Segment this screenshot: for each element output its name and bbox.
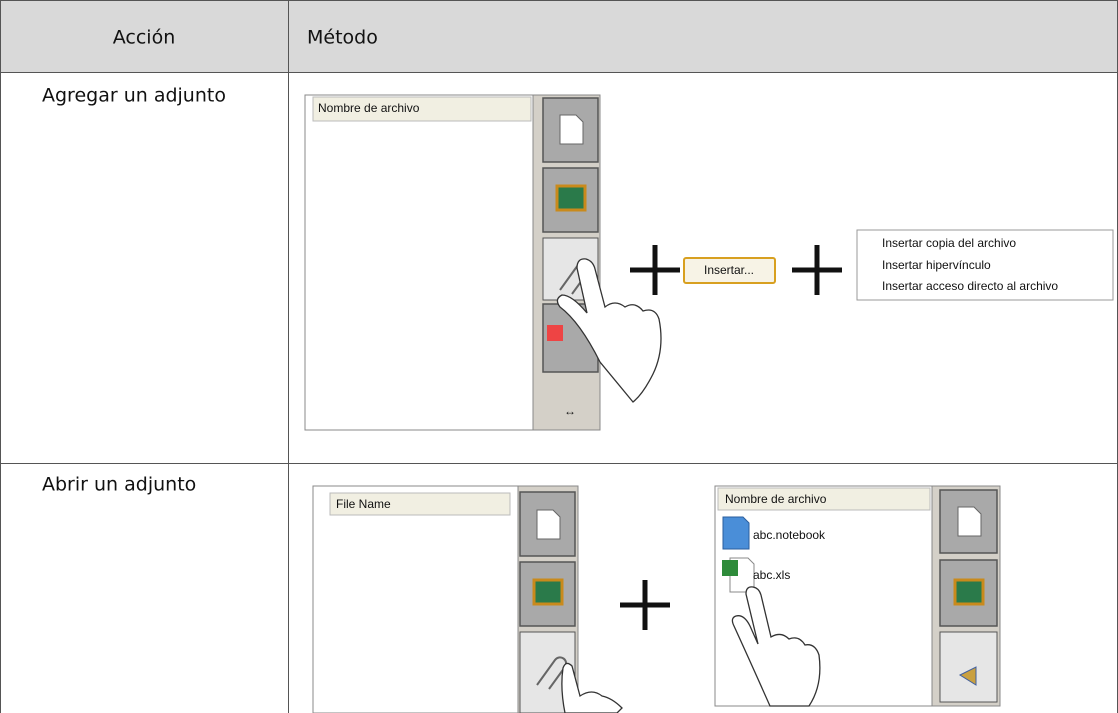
file-name[interactable]: abc.xls xyxy=(753,568,790,582)
file-name[interactable]: abc.notebook xyxy=(753,528,826,542)
insert-button[interactable] xyxy=(683,257,776,284)
menu-item[interactable]: Insertar copia del archivo xyxy=(882,236,1016,250)
attachments-panel: File Name xyxy=(312,485,623,713)
action-cell: Abrir un adjunto xyxy=(42,474,196,496)
attachments-panel: Nombre de archivo abc.notebook abc.xls xyxy=(714,485,1001,707)
header-cell: Método xyxy=(307,27,378,49)
column-header: Nombre de archivo xyxy=(318,101,420,115)
insert-menu xyxy=(856,229,1114,301)
menu-item[interactable]: Insertar acceso directo al archivo xyxy=(882,279,1058,293)
action-cell: Agregar un adjunto xyxy=(42,85,226,107)
header-cell: Acción xyxy=(113,27,176,49)
menu-item[interactable]: Insertar hipervínculo xyxy=(882,258,991,272)
attachments-panel: Nombre de archivo ↔ xyxy=(304,94,662,431)
column-header: File Name xyxy=(336,497,391,511)
column-header: Nombre de archivo xyxy=(725,492,827,506)
header-row xyxy=(0,0,1118,72)
svg-text:↔: ↔ xyxy=(564,404,576,418)
button-label: Insertar... xyxy=(704,263,754,277)
